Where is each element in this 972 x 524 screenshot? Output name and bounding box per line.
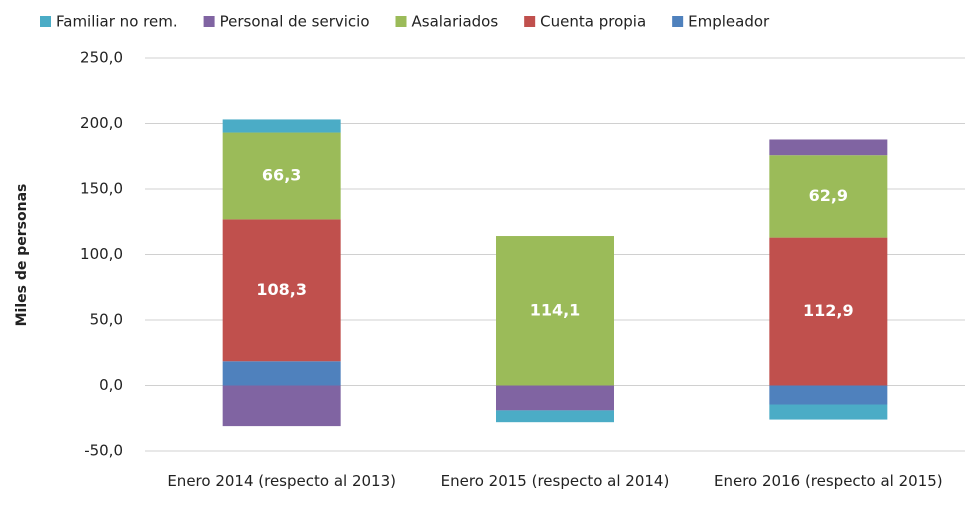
- y-axis-title: Miles de personas: [14, 184, 30, 327]
- legend-swatch: [524, 16, 536, 27]
- bar-segment: [222, 132, 341, 220]
- bar-segment: [222, 219, 341, 362]
- value-label: 66,3: [262, 165, 301, 184]
- legend-label: Familiar no rem.: [56, 13, 178, 31]
- bar-segment: [769, 139, 888, 156]
- legend-swatch: [203, 16, 215, 27]
- y-tick-label: 200,0: [80, 114, 123, 132]
- bar-segment: [222, 119, 341, 133]
- bar-segment: [496, 385, 614, 411]
- bar-segment: [769, 404, 888, 420]
- bar-segment: [222, 361, 341, 386]
- value-label: 108,3: [256, 280, 307, 299]
- y-tick-label: 250,0: [80, 49, 123, 67]
- y-tick-label: 100,0: [80, 245, 123, 263]
- bar-segment: [496, 410, 614, 423]
- bar-segment: [769, 237, 888, 386]
- bar-segment: [769, 155, 888, 238]
- legend-swatch: [672, 16, 684, 27]
- y-tick-label: 0,0: [99, 376, 123, 394]
- value-label: 114,1: [530, 300, 581, 319]
- x-tick-label: Enero 2016 (respecto al 2015): [714, 472, 943, 490]
- y-tick-label: 150,0: [80, 180, 123, 198]
- legend-label: Asalariados: [412, 13, 499, 31]
- legend-swatch: [395, 16, 407, 27]
- legend-swatch: [40, 16, 51, 27]
- legend-label: Empleador: [688, 13, 770, 31]
- value-label: 112,9: [803, 301, 854, 320]
- bar-segment: [222, 385, 341, 427]
- x-tick-label: Enero 2014 (respecto al 2013): [167, 472, 396, 490]
- bar-segment: [769, 385, 888, 405]
- x-tick-label: Enero 2015 (respecto al 2014): [440, 472, 670, 490]
- y-tick-label: -50,0: [84, 442, 123, 460]
- y-tick-label: 50,0: [90, 311, 123, 329]
- bar-segment: [496, 236, 614, 386]
- legend-label: Personal de servicio: [220, 13, 370, 31]
- value-label: 62,9: [809, 186, 848, 205]
- legend-label: Cuenta propia: [540, 13, 646, 31]
